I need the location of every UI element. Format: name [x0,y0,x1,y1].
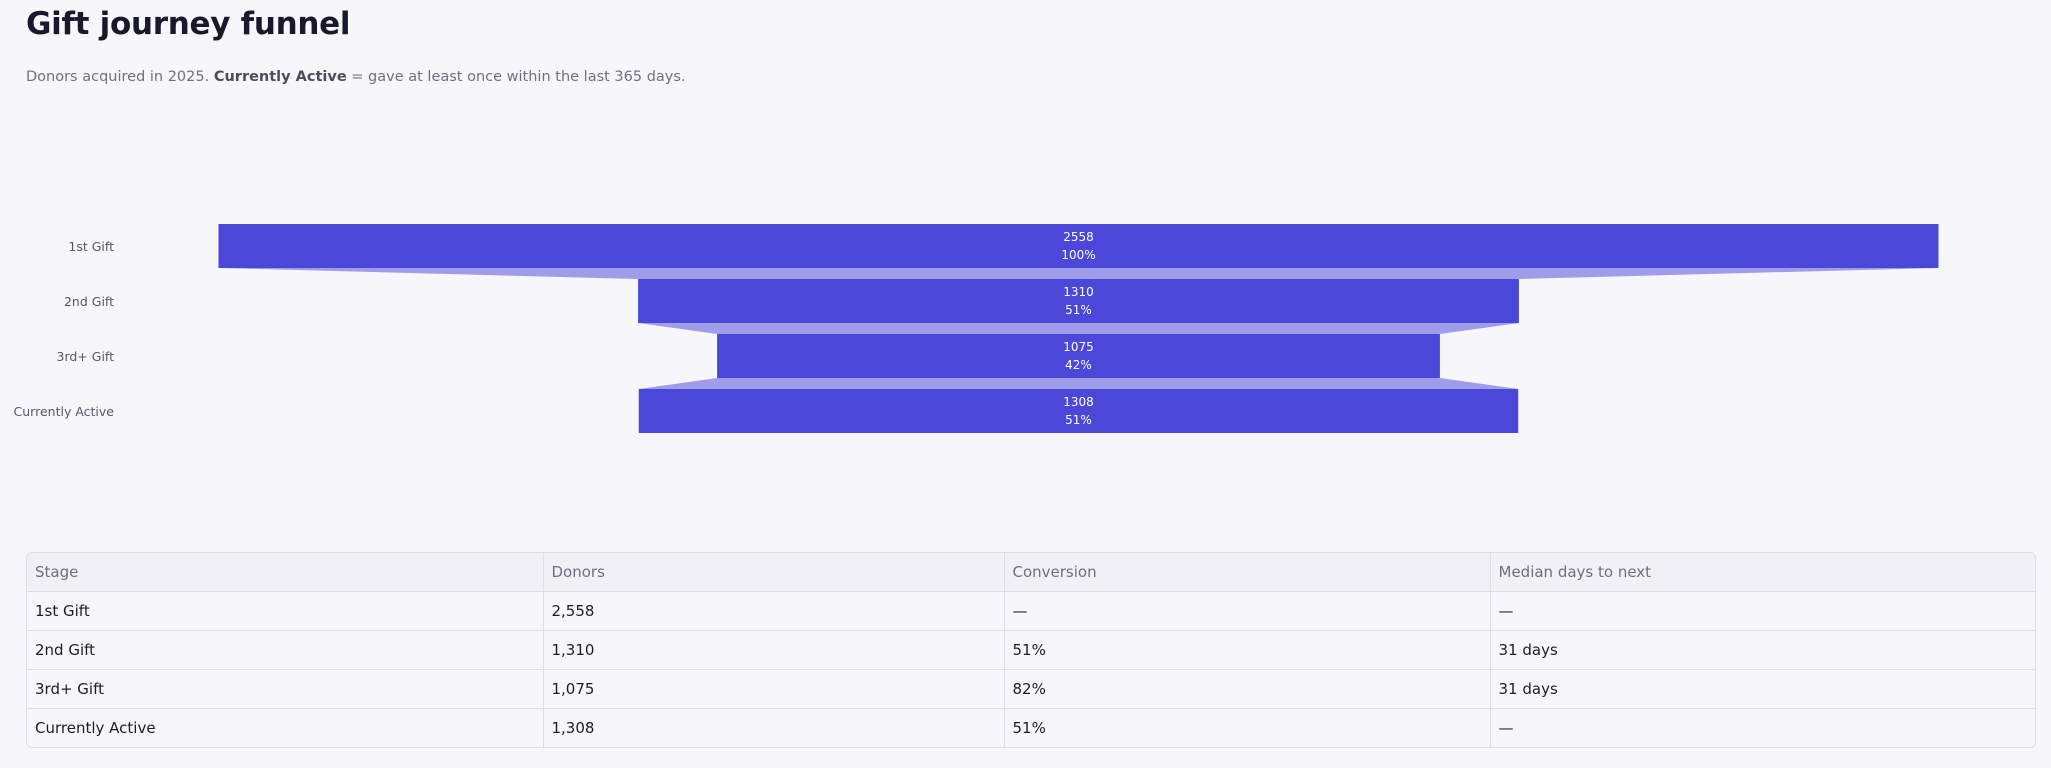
subtitle-prefix: Donors acquired in 2025. [26,69,214,85]
column-header-median-days: Median days to next [1490,553,2035,592]
cell-donors: 2,558 [543,591,1005,631]
page-subtitle: Donors acquired in 2025. Currently Activ… [26,69,686,85]
bar-value-label: 1075 [1063,340,1094,354]
page-title: Gift journey funnel [26,6,351,42]
cell-median-days: — [1490,591,2035,631]
cell-conversion: 51% [1004,708,1491,747]
funnel-bar [218,224,1939,268]
cell-donors: 1,310 [543,630,1005,670]
table-header-row: Stage Donors Conversion Median days to n… [27,553,2035,592]
subtitle-suffix: = gave at least once within the last 365… [346,69,686,85]
column-header-donors: Donors [543,553,1005,592]
bar-value-label: 1310 [1063,285,1094,299]
bar-percent-label: 51% [1065,303,1092,317]
column-header-conversion: Conversion [1004,553,1491,592]
funnel-bar [638,389,1519,433]
cell-stage: Currently Active [27,708,544,747]
funnel-bar [638,279,1519,323]
stage-label: 3rd+ Gift [57,349,115,364]
stage-label: 1st Gift [68,239,114,254]
funnel-connector [638,378,1519,389]
stage-label: Currently Active [14,404,115,419]
funnel-connector [638,323,1519,334]
table-row: 1st Gift 2,558 — — [27,591,2035,631]
stage-label: 2nd Gift [64,294,114,309]
funnel-table: Stage Donors Conversion Median days to n… [26,552,2036,748]
bar-value-label: 1308 [1063,395,1094,409]
column-header-stage: Stage [27,553,544,592]
cell-conversion: 51% [1004,630,1491,670]
cell-conversion: — [1004,591,1491,631]
cell-donors: 1,308 [543,708,1005,747]
funnel-chart: 2558 100% 1st Gift 1310 51% 2nd Gift 1075 42% 3r… [14,224,1939,433]
bar-percent-label: 51% [1065,413,1092,427]
cell-median-days: 31 days [1490,669,2035,709]
table-row: 2nd Gift 1,310 51% 31 days [27,630,2035,670]
bar-value-label: 2558 [1063,230,1094,244]
subtitle-bold: Currently Active [213,69,347,85]
cell-median-days: 31 days [1490,630,2035,670]
cell-stage: 3rd+ Gift [27,669,544,709]
cell-stage: 1st Gift [27,591,544,631]
cell-donors: 1,075 [543,669,1005,709]
cell-conversion: 82% [1004,669,1491,709]
bar-percent-label: 42% [1065,358,1092,372]
cell-stage: 2nd Gift [27,630,544,670]
table-row: Currently Active 1,308 51% — [27,708,2035,747]
cell-median-days: — [1498,719,1514,737]
funnel-bar [717,334,1440,378]
funnel-connector [218,268,1939,279]
bar-percent-label: 100% [1061,248,1095,262]
table-row: 3rd+ Gift 1,075 82% 31 days [27,669,2035,709]
